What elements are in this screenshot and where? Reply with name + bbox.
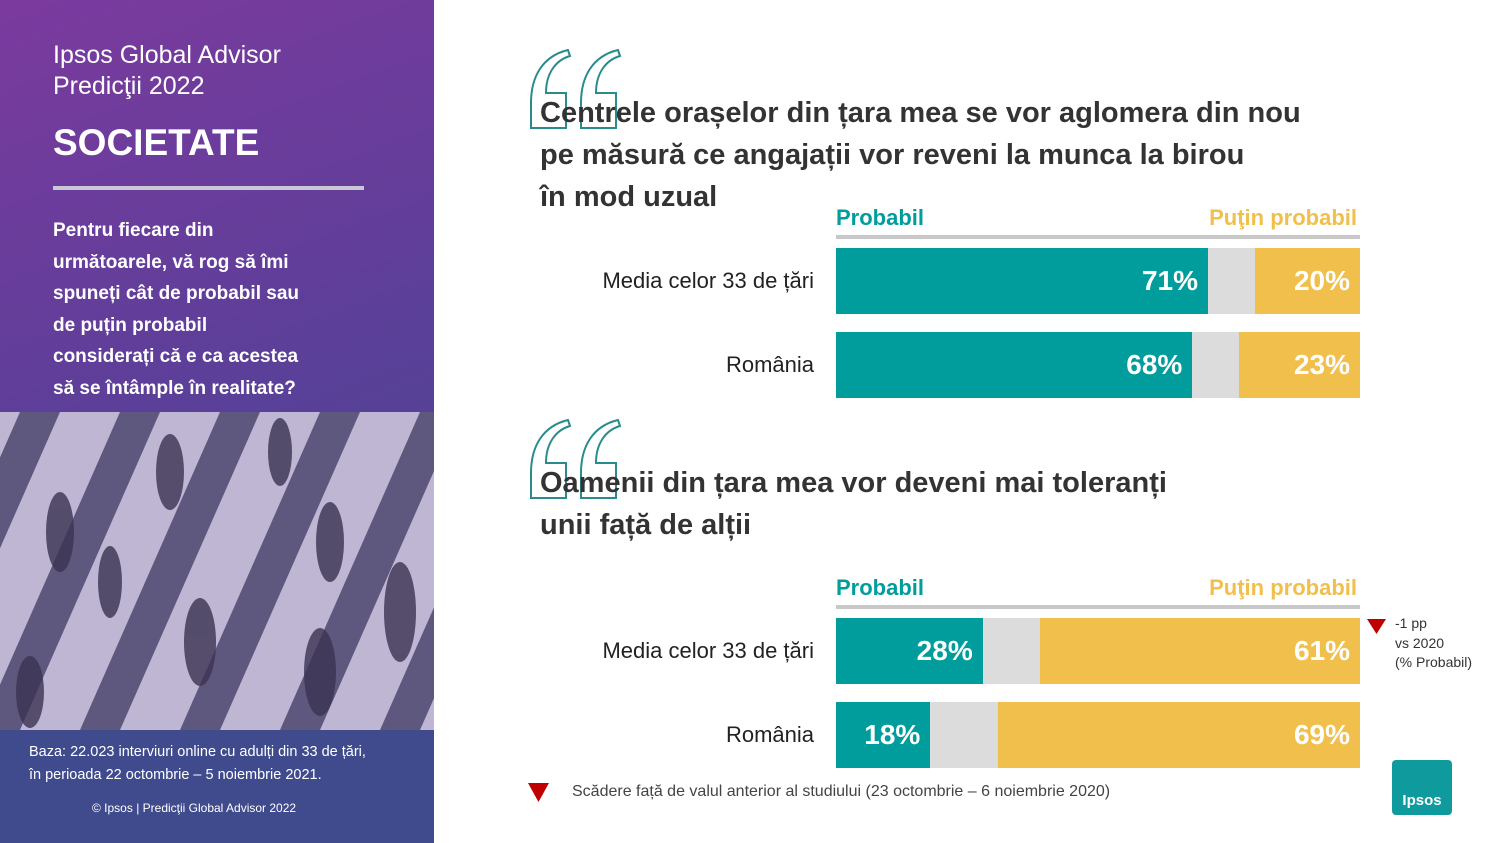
legend-label: Puţin probabil <box>1209 575 1357 600</box>
divider <box>53 186 364 190</box>
question-line: Pentru fiecare din <box>53 220 214 241</box>
value-label: 18% <box>864 719 921 750</box>
bar: 61% <box>1040 618 1360 684</box>
decrease-marker <box>528 783 549 802</box>
sidebar-footer-bg <box>0 730 434 843</box>
category-label: Media celor 33 de țări <box>602 268 814 293</box>
question-line: de puțin probabil <box>53 314 208 336</box>
bar: 69% <box>998 702 1360 768</box>
copyright: © Ipsos | Predicţii Global Advisor 2022 <box>92 801 297 815</box>
legend-label: Puţin probabil <box>1209 205 1357 230</box>
chart-title: în mod uzual <box>540 181 718 213</box>
base-note: Baza: 22.023 interviuri online cu adulți… <box>29 741 366 787</box>
annotation: vs 2020 <box>1395 634 1445 651</box>
question-line: spuneți cât de probabil sau <box>53 283 299 304</box>
legend-label: Probabil <box>836 575 925 600</box>
bar: 28% <box>836 618 983 684</box>
bar: 23% <box>1239 332 1360 398</box>
question-line: să se întâmple în realitate? <box>53 377 296 399</box>
brand: Ipsos Global Advisor Predicţii 2022 <box>53 40 281 102</box>
legend-label: Probabil <box>836 205 925 230</box>
category-label: România <box>725 352 814 377</box>
legend-rule <box>836 605 1360 609</box>
category-label: România <box>725 722 814 747</box>
bar: 20% <box>1255 248 1360 314</box>
category-label: Media celor 33 de țări <box>602 638 814 663</box>
chart-title: Centrele orașelor din țara mea se vor ag… <box>540 97 1301 129</box>
quote-mark <box>530 418 622 499</box>
question-line: următoarele, vă rog să îmi <box>53 251 289 273</box>
brand-line: Ipsos Global Advisor <box>53 41 281 69</box>
legend-rule <box>836 235 1360 239</box>
section-title: SOCIETATE <box>53 122 260 163</box>
base-line: Baza: 22.023 interviuri online cu adulți… <box>29 744 366 760</box>
bar: 71% <box>836 248 1209 314</box>
logo: Ipsos <box>1392 760 1452 815</box>
annotation: (% Probabil) <box>1395 654 1473 670</box>
base-line: în perioada 22 octombrie – 5 noiembrie 2… <box>29 767 322 783</box>
annotation: -1 pp <box>1395 615 1427 631</box>
sidebar: Ipsos Global Advisor Predicţii 2022 SOCIE… <box>0 0 434 843</box>
question-line: considerați că e ca acestea <box>53 346 299 367</box>
value-label: 69% <box>1293 719 1350 750</box>
chart-title: unii față de alții <box>540 509 752 541</box>
value-label: 71% <box>1141 265 1199 296</box>
value-label: 23% <box>1293 349 1350 380</box>
value-label: 61% <box>1293 635 1350 666</box>
value-label: 28% <box>916 635 973 666</box>
logo-text: Ipsos <box>1402 792 1442 809</box>
value-label: 20% <box>1293 265 1350 296</box>
chart-title: pe măsură ce angajații vor reveni la mun… <box>540 139 1245 171</box>
quote-mark <box>530 48 622 129</box>
decrease-marker <box>1367 619 1386 634</box>
bar: 68% <box>836 332 1193 398</box>
footnote: Scădere față de valul anterior al studiu… <box>572 783 1111 800</box>
question: Pentru fiecare din următoarele, vă rog să… <box>53 215 299 404</box>
crosswalk-photo <box>0 412 434 730</box>
brand-line: Predicţii 2022 <box>53 72 205 100</box>
bar: 18% <box>836 702 931 768</box>
chart-title: Oamenii din țara mea vor deveni mai tole… <box>540 467 1167 499</box>
value-label: 68% <box>1126 349 1183 380</box>
